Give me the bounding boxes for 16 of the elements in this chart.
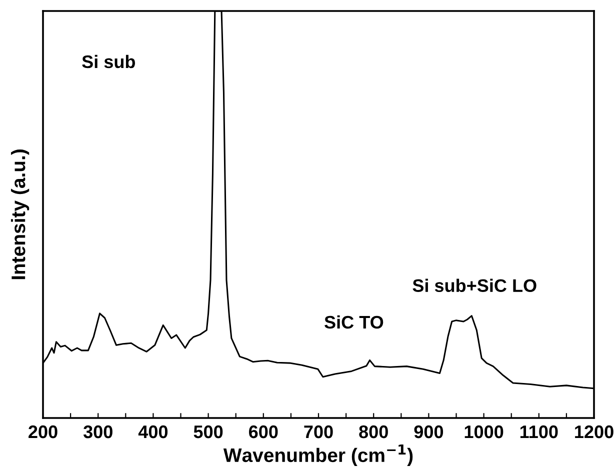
x-tick-label: 500 — [194, 425, 223, 438]
annotation: Si sub+SiC LO — [412, 278, 536, 292]
x-tick-label: 1100 — [520, 425, 558, 438]
x-tick-label: 400 — [138, 425, 168, 438]
x-tick-label: 300 — [83, 425, 112, 438]
annotation: SiC TO — [324, 315, 384, 329]
y-axis-title: Intensity (a.u.) — [10, 150, 30, 280]
x-tick-label: 200 — [28, 425, 58, 438]
x-tick-label: 800 — [359, 425, 388, 438]
annotation: Si sub — [82, 54, 136, 68]
x-tick-label: 1000 — [464, 425, 504, 438]
x-axis-title: Wavenumber (cm$^{−1}$) — [223, 444, 413, 466]
x-tick-label: 700 — [304, 425, 333, 438]
x-tick-label: 900 — [414, 425, 444, 438]
x-tick-label: 600 — [249, 425, 278, 438]
x-tick-label: 1200 — [575, 425, 614, 438]
